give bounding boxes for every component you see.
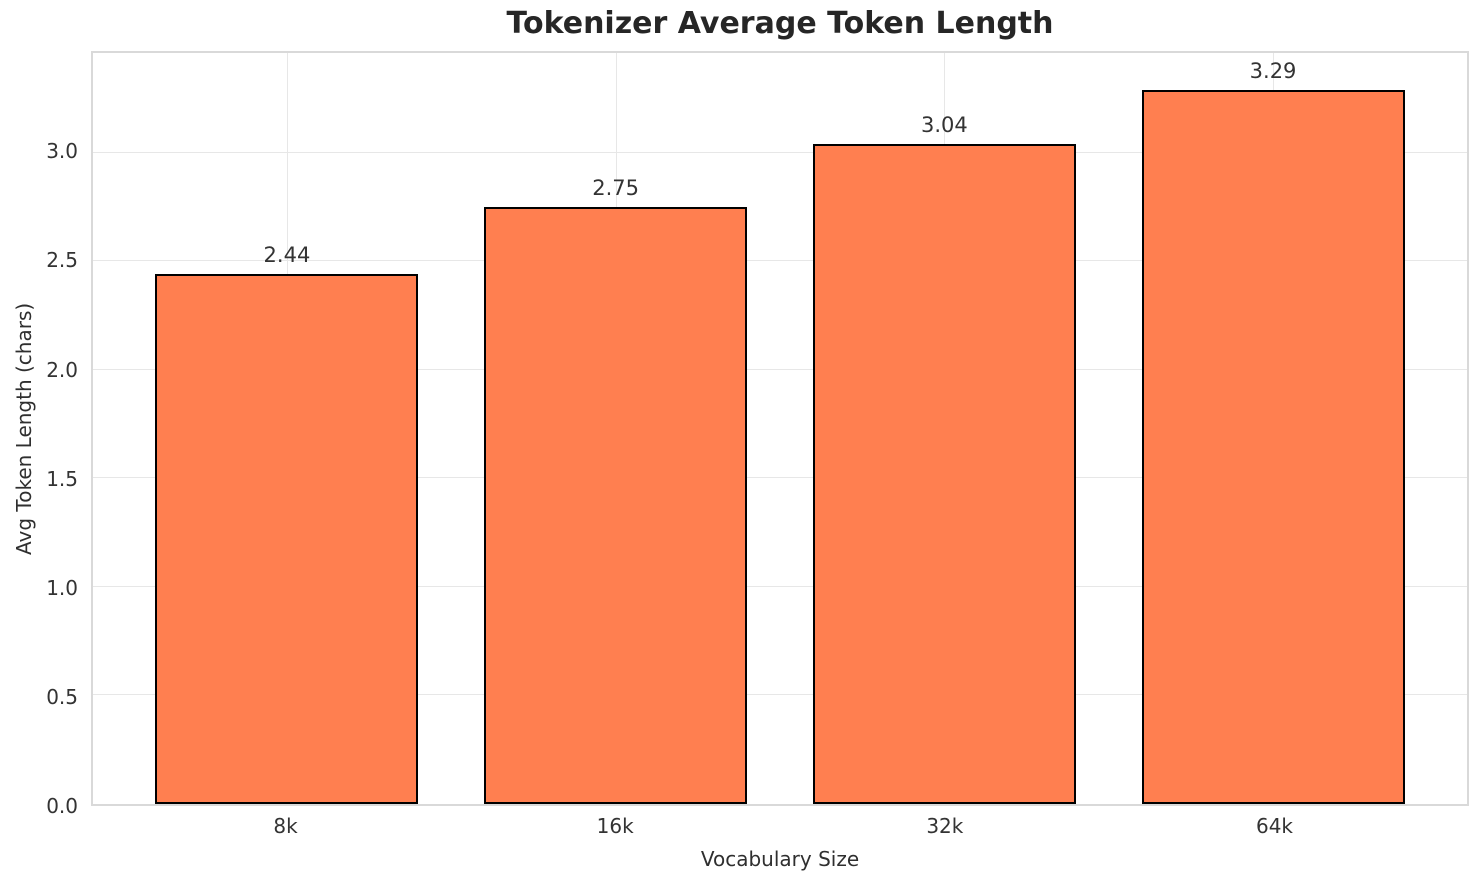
- x-tick-label: 32k: [926, 814, 964, 838]
- x-tick-label: 8k: [273, 814, 298, 838]
- y-tick-label: 0.0: [46, 794, 78, 818]
- bar: [484, 207, 748, 804]
- x-axis-label: Vocabulary Size: [700, 847, 860, 871]
- chart-title: Tokenizer Average Token Length: [506, 6, 1054, 41]
- x-tick-label: 64k: [1255, 814, 1293, 838]
- bar-value-label: 2.44: [263, 243, 311, 268]
- gridline-horizontal: [93, 260, 1467, 262]
- y-tick-label: 1.0: [46, 575, 78, 600]
- y-tick-label: 3.0: [46, 139, 78, 164]
- gridline-horizontal: [93, 585, 1467, 587]
- bar: [1141, 89, 1405, 804]
- gridline-horizontal: [93, 368, 1467, 370]
- plot-area: 2.44 2.75 3.04 3.29: [91, 51, 1469, 806]
- gridline-horizontal: [93, 151, 1467, 153]
- gridline-horizontal: [93, 694, 1467, 696]
- bar-value-label: 2.75: [592, 176, 640, 201]
- bar-value-label: 3.04: [920, 113, 968, 138]
- gridline-horizontal: [93, 477, 1467, 479]
- bar-value-label: 3.29: [1249, 58, 1297, 83]
- bar: [812, 144, 1076, 804]
- x-tick-label: 16k: [596, 814, 634, 838]
- y-tick-label: 2.5: [46, 248, 78, 273]
- y-tick-label: 0.5: [46, 684, 78, 709]
- y-tick-label: 2.0: [46, 357, 78, 382]
- bar: [155, 274, 419, 804]
- y-tick-label: 1.5: [46, 466, 78, 491]
